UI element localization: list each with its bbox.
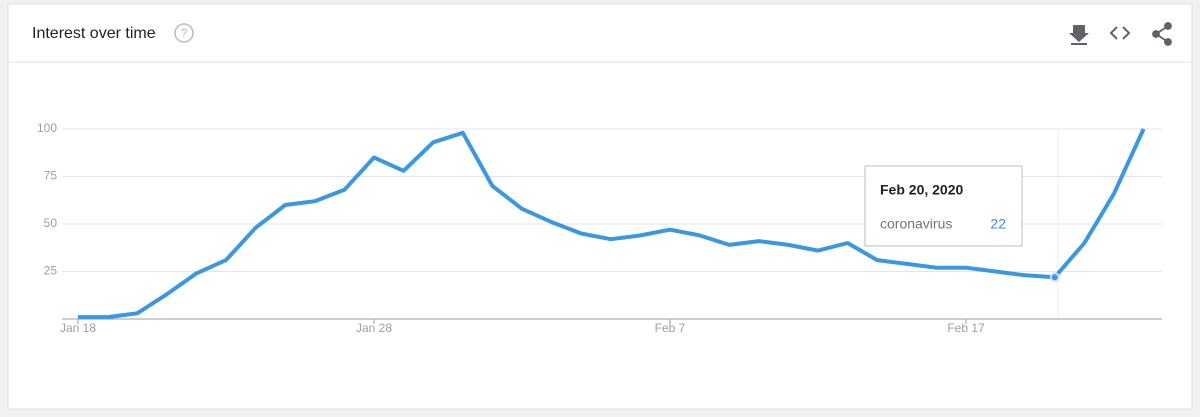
tooltip-series: coronavirus	[880, 216, 952, 232]
help-icon[interactable]: ?	[174, 23, 194, 43]
y-tick-label: 25	[44, 264, 58, 278]
x-tick-label: Jan 18	[60, 321, 96, 335]
x-tick-label: Jan 28	[356, 321, 392, 335]
x-tick-label: Feb 7	[655, 321, 686, 335]
share-icon[interactable]	[1152, 22, 1172, 46]
plot: 25 50 75 100 Jan 18 Jan 28 Feb 7 Feb 17	[37, 121, 1162, 335]
series-line	[78, 128, 1146, 320]
tooltip-box	[864, 165, 1023, 247]
tooltip-date: Feb 20, 2020	[880, 182, 963, 198]
tooltip-value: 22	[990, 216, 1006, 232]
x-tick-label: Feb 17	[947, 321, 985, 335]
tooltip: Feb 20, 2020 coronavirus 22	[864, 165, 1023, 247]
y-tick-label: 75	[44, 169, 58, 183]
svg-text:?: ?	[181, 26, 188, 40]
y-tick-label: 100	[37, 121, 57, 135]
embed-icon[interactable]	[1109, 26, 1131, 40]
y-tick-label: 50	[44, 216, 58, 230]
download-icon[interactable]	[1069, 25, 1089, 45]
hover-point	[1049, 272, 1060, 283]
card-title: Interest over time	[32, 25, 156, 42]
